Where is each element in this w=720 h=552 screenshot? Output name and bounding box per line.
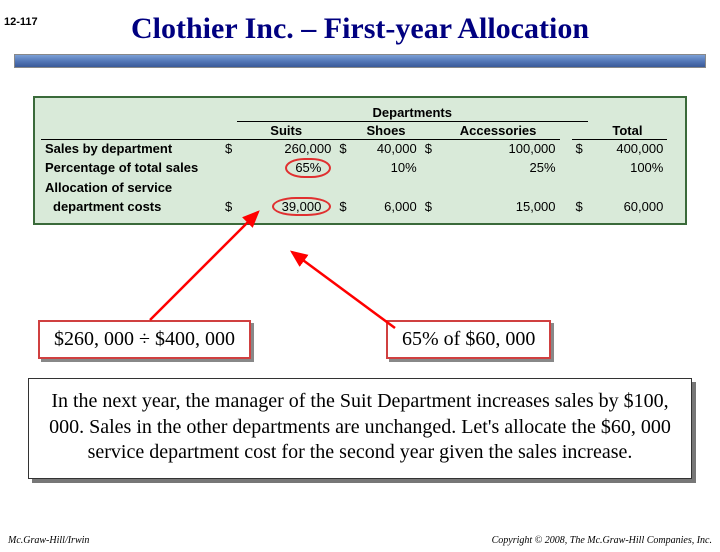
page-title: Clothier Inc. – First-year Allocation: [0, 12, 720, 46]
alloc-accessories: 15,000: [437, 196, 560, 218]
sales-total: 400,000: [588, 140, 668, 158]
pct-shoes: 10%: [351, 157, 420, 179]
sales-shoes: 40,000: [351, 140, 420, 158]
explanation-paragraph: In the next year, the manager of the Sui…: [28, 378, 692, 479]
footer-copyright: Copyright © 2008, The Mc.Graw-Hill Compa…: [492, 535, 712, 546]
sales-label: Sales by department: [41, 140, 221, 158]
row-sales: Sales by department $ 260,000 $ 40,000 $…: [41, 140, 679, 158]
alloc-label: department costs: [41, 196, 221, 218]
row-alloc-label-1: Allocation of service: [41, 179, 679, 196]
alloc-suits: 39,000: [237, 196, 335, 218]
sales-suits: 260,000: [237, 140, 335, 158]
row-allocation: department costs $ 39,000 $ 6,000 $ 15,0…: [41, 196, 679, 218]
pct-suits: 65%: [237, 157, 335, 179]
pct-label: Percentage of total sales: [41, 157, 221, 179]
callout-division: $260, 000 ÷ $400, 000: [38, 320, 251, 359]
row-percentage: Percentage of total sales 65% 10% 25% 10…: [41, 157, 679, 179]
footer-publisher: Mc.Graw-Hill/Irwin: [8, 535, 89, 546]
currency-symbol: $: [221, 140, 237, 158]
alloc-total: 60,000: [588, 196, 668, 218]
pct-accessories: 25%: [437, 157, 560, 179]
pct-total: 100%: [588, 157, 668, 179]
slide-number: 12-117: [4, 16, 38, 28]
alloc-shoes: 6,000: [351, 196, 420, 218]
col-suits: Suits: [237, 122, 335, 140]
col-shoes: Shoes: [351, 122, 420, 140]
sales-accessories: 100,000: [437, 140, 560, 158]
departments-header: Departments: [237, 104, 588, 122]
allocation-table: Departments Suits Shoes Accessories Tota…: [33, 96, 687, 225]
col-accessories: Accessories: [437, 122, 560, 140]
callout-pct-of: 65% of $60, 000: [386, 320, 551, 359]
title-underline-bar: [14, 54, 706, 68]
col-total: Total: [588, 122, 668, 140]
